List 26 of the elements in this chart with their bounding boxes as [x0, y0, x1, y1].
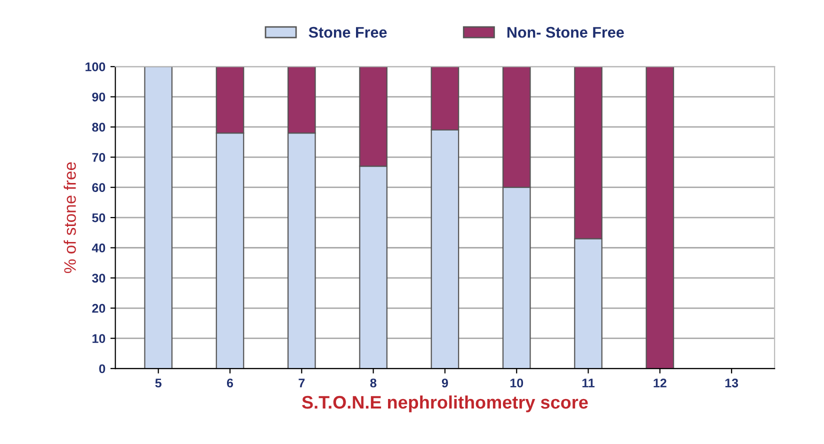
y-tick-label: 60 — [92, 183, 106, 192]
x-tick-label: 12 — [654, 378, 666, 388]
bar — [646, 66, 674, 369]
y-tick-label: 40 — [92, 244, 106, 252]
legend-label: Stone Free — [308, 26, 387, 38]
x-axis-title: S.T.O.N.E nephrolithometry score — [302, 395, 588, 412]
x-tick-label: 8 — [370, 378, 376, 388]
x-tick-label: 9 — [442, 378, 448, 388]
y-tick-label: 50 — [92, 213, 106, 222]
y-tick-label: 90 — [92, 92, 106, 102]
legend-label: Non- Stone Free — [507, 26, 624, 38]
y-axis-title: % of stone free — [64, 162, 76, 274]
bar — [144, 66, 173, 369]
x-tick-label: 7 — [298, 378, 305, 388]
x-tick-label: 11 — [582, 378, 595, 388]
y-tick-label: 10 — [92, 334, 106, 343]
x-tick-label: 6 — [226, 378, 234, 388]
y-tick-label: 0 — [99, 364, 106, 374]
y-tick-label: 20 — [92, 304, 106, 313]
x-tick-label: 13 — [725, 378, 738, 388]
y-tick-label: 30 — [92, 274, 106, 283]
x-tick-label: 10 — [510, 378, 524, 388]
x-tick-label: 5 — [155, 378, 162, 388]
y-tick-label: 70 — [92, 152, 106, 162]
y-tick-label: 80 — [92, 122, 106, 132]
y-tick-label: 100 — [86, 62, 106, 72]
